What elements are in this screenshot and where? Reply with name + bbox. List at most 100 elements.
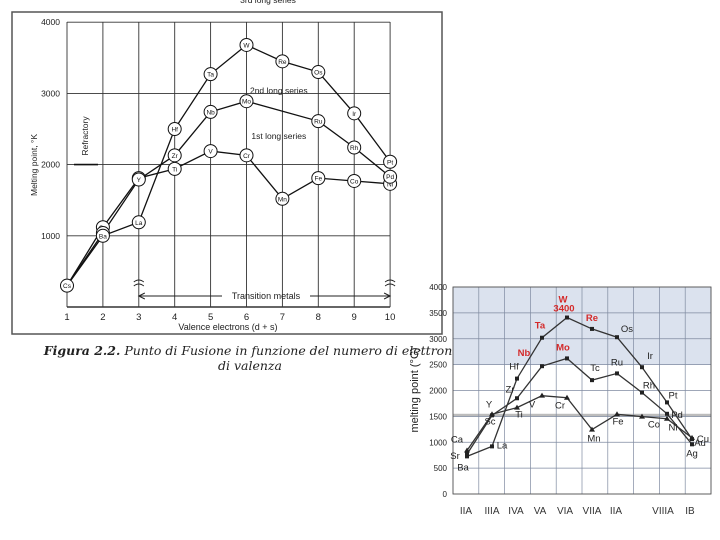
data-point-label: Ba <box>99 233 107 240</box>
data-point-marker <box>489 411 495 417</box>
x-group-label: VIIA <box>583 506 602 517</box>
series-name-label: 3rd long series <box>240 0 296 5</box>
data-point-marker <box>615 371 619 376</box>
data-point-label: Ti <box>172 166 177 173</box>
data-point-marker <box>515 396 519 401</box>
data-point-label: V <box>208 149 213 156</box>
x-tick-label: 3 <box>136 312 141 323</box>
data-point-marker <box>347 106 362 121</box>
data-point-label: Pd <box>386 174 394 181</box>
data-point-label: Ni <box>669 423 678 434</box>
y-tick-label: 1000 <box>429 438 447 447</box>
data-point-marker <box>311 114 326 129</box>
axis-break-mark <box>384 283 396 287</box>
data-point-label: Sc <box>484 416 495 427</box>
data-point-marker <box>203 67 218 82</box>
data-point-label: Ca <box>451 435 464 446</box>
data-point-marker <box>490 444 494 449</box>
data-point-label: La <box>135 220 143 227</box>
axis-break-mark <box>384 279 396 283</box>
data-point-marker <box>131 172 146 187</box>
data-point-marker <box>590 326 594 331</box>
data-point-label: Re <box>586 313 598 324</box>
data-point-marker <box>665 411 669 416</box>
data-point-label: Mn <box>278 196 287 203</box>
data-point-label: Zr <box>172 153 179 160</box>
data-point-label: Ir <box>647 351 653 362</box>
x-tick-label: 7 <box>280 312 285 323</box>
figure-caption: Figura 2.2. Punto di Fusione in funzione… <box>40 343 460 373</box>
data-point-label: Os <box>621 324 633 335</box>
y-tick-label: 500 <box>434 464 448 473</box>
figure-border <box>11 11 443 335</box>
arrowhead-right <box>383 292 392 300</box>
data-point-label: Ta <box>207 72 214 79</box>
series-line-3 <box>66 44 391 287</box>
data-point-marker <box>540 364 544 369</box>
data-point-marker <box>539 392 545 398</box>
data-point-label: Ru <box>314 119 323 126</box>
data-point-marker <box>589 426 595 432</box>
data-point-marker <box>347 173 362 188</box>
y-tick-label: 2000 <box>429 387 447 396</box>
x-tick-label: 10 <box>385 312 396 323</box>
data-point-label: Ir <box>352 111 357 118</box>
data-point-marker <box>275 54 290 69</box>
data-point-label: Mo <box>242 99 251 106</box>
data-point-marker <box>311 65 326 80</box>
data-point-label: W <box>559 295 568 306</box>
data-point-marker <box>383 154 398 169</box>
axis-break-mark <box>133 279 145 283</box>
w-value-label: 3400 <box>553 304 574 315</box>
data-point-label: Rh <box>350 145 359 152</box>
x-group-label: IIA <box>610 506 623 517</box>
data-point-label: Pd <box>671 410 683 421</box>
y-tick-label: 3500 <box>429 309 447 318</box>
data-point-label: W <box>243 42 250 49</box>
data-point-label: Mo <box>556 342 570 353</box>
data-point-marker <box>465 454 469 459</box>
x-tick-label: 9 <box>352 312 357 323</box>
data-point-label: Ag <box>686 448 698 459</box>
y-tick-label: 2500 <box>429 361 447 370</box>
data-point-marker <box>464 447 470 453</box>
data-point-marker <box>640 390 644 395</box>
data-point-marker <box>640 365 644 370</box>
data-point-marker <box>203 104 218 119</box>
series-line-1 <box>66 150 391 286</box>
y-tick-label: 4000 <box>429 283 447 292</box>
data-point-label: Tc <box>590 363 600 374</box>
data-point-label: Pt <box>669 390 678 401</box>
data-point-label: Mn <box>587 434 600 445</box>
data-point-label: Y <box>137 177 142 184</box>
x-tick-label: 1 <box>64 312 69 323</box>
data-point-label: La <box>497 440 508 451</box>
data-point-label: Nb <box>206 109 215 116</box>
chart-left-melting-points: CsCaScTiVCrMnFeCoNiSrYZrNbMoRuRhPdBaLaHf… <box>11 0 443 335</box>
axis-break-mark <box>133 283 145 287</box>
data-point-marker <box>690 442 694 447</box>
transition-metals-label: Transition metals <box>232 291 301 301</box>
y-tick-label: 3000 <box>429 335 447 344</box>
x-group-label: IIA <box>460 506 473 517</box>
data-point-label: Ta <box>535 321 546 332</box>
y-tick-label: 2000 <box>41 160 60 170</box>
data-point-marker <box>167 161 182 176</box>
data-point-label: Co <box>350 178 359 185</box>
data-point-label: Zr <box>506 384 515 395</box>
data-point-marker <box>383 169 398 184</box>
y-tick-label: 0 <box>443 490 448 499</box>
data-point-label: Cs <box>63 283 72 290</box>
data-point-label: Ru <box>611 357 623 368</box>
data-point-label: Ti <box>515 410 523 421</box>
data-point-label: Cr <box>243 153 251 160</box>
series-line-4d <box>466 357 693 455</box>
data-point-marker <box>239 94 254 109</box>
data-point-label: Cr <box>555 401 565 412</box>
data-point-marker <box>275 191 290 206</box>
series-line-3d <box>466 395 693 451</box>
data-point-label: Au <box>694 438 706 449</box>
data-point-marker <box>347 140 362 155</box>
data-point-marker <box>131 215 146 230</box>
data-point-marker <box>167 122 182 136</box>
